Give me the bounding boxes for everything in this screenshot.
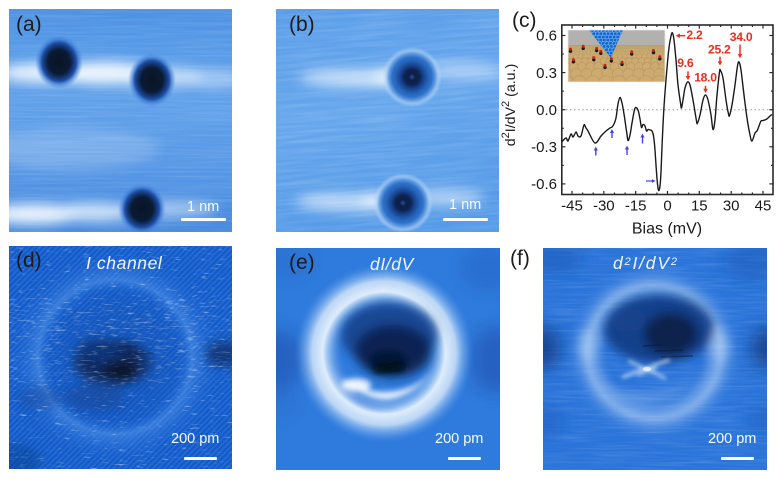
- svg-text:0.3: 0.3: [536, 65, 557, 82]
- svg-text:d2I/dV2 (a.u.): d2I/dV2 (a.u.): [500, 64, 519, 146]
- svg-text:9.6: 9.6: [677, 56, 694, 70]
- svg-text:2.2: 2.2: [686, 28, 703, 42]
- svg-text:0.6: 0.6: [536, 28, 557, 45]
- svg-text:-0.3: -0.3: [531, 139, 557, 156]
- svg-text:45: 45: [755, 198, 772, 215]
- svg-text:30: 30: [723, 198, 740, 215]
- svg-text:15: 15: [691, 198, 708, 215]
- svg-text:-30: -30: [593, 198, 615, 215]
- svg-text:-0.6: -0.6: [531, 176, 557, 193]
- svg-text:-15: -15: [625, 198, 647, 215]
- svg-text:18.0: 18.0: [694, 71, 717, 85]
- svg-text:-45: -45: [561, 198, 583, 215]
- svg-text:Bias (mV): Bias (mV): [632, 221, 702, 238]
- svg-text:25.2: 25.2: [708, 43, 731, 57]
- svg-text:34.0: 34.0: [730, 30, 753, 44]
- svg-text:0: 0: [663, 198, 671, 215]
- svg-text:0.0: 0.0: [536, 102, 557, 119]
